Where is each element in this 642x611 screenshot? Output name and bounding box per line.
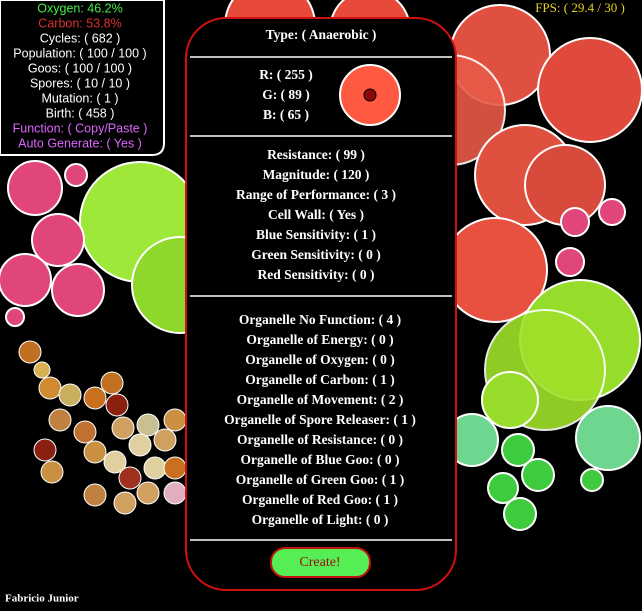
create-button[interactable] <box>270 547 371 578</box>
panel-frame <box>185 17 457 591</box>
goos: Goos: ( 100 / 100 ) <box>28 61 132 75</box>
mutation: Mutation: ( 1 ) <box>41 91 118 105</box>
create-button-label[interactable]: Create! <box>299 555 340 570</box>
organelle: Organelle of Light: ( 0 ) <box>252 512 389 527</box>
property: Cell Wall: ( Yes ) <box>268 207 364 222</box>
carbon: Carbon: 53.8% <box>38 16 121 30</box>
organelle: Organelle of Resistance: ( 0 ) <box>237 432 403 447</box>
organelle: Organelle of Movement: ( 2 ) <box>237 392 404 407</box>
auto-generate[interactable]: Auto Generate: ( Yes ) <box>18 136 142 150</box>
function[interactable]: Function: ( Copy/Paste ) <box>13 121 148 135</box>
property: Magnitude: ( 120 ) <box>263 167 370 182</box>
footer: Fabricio Junior <box>5 593 79 605</box>
stats-box: Oxygen: 46.2% Carbon: 53.8% Cycles: ( 68… <box>0 0 165 156</box>
organelle: Organelle of Red Goo: ( 1 ) <box>242 492 398 507</box>
property: Range of Performance: ( 3 ) <box>236 187 396 202</box>
organelle: Organelle of Spore Releaser: ( 1 ) <box>224 412 416 427</box>
cell-type: Type: ( Anaerobic ) <box>266 27 377 42</box>
property: Red Sensitivity: ( 0 ) <box>258 267 375 282</box>
spores: Spores: ( 10 / 10 ) <box>30 76 130 90</box>
oxygen: Oxygen: 46.2% <box>37 1 122 15</box>
property: Resistance: ( 99 ) <box>267 147 365 162</box>
organelle: Organelle No Function: ( 4 ) <box>239 312 401 327</box>
organelle: Organelle of Blue Goo: ( 0 ) <box>241 452 400 467</box>
preview-nucleus <box>363 88 377 102</box>
cycles: Cycles: ( 682 ) <box>40 31 121 45</box>
rgb-value: B: ( 65 ) <box>263 107 309 122</box>
organelle: Organelle of Carbon: ( 1 ) <box>245 372 395 387</box>
property: Blue Sensitivity: ( 1 ) <box>256 227 376 242</box>
rgb-value: R: ( 255 ) <box>259 67 313 82</box>
background-spores <box>18 340 187 515</box>
birth: Birth: ( 458 ) <box>46 106 115 120</box>
fps: FPS: ( 29.4 / 30 ) <box>535 0 625 15</box>
organelle: Organelle of Green Goo: ( 1 ) <box>236 472 404 487</box>
organelle: Organelle of Oxygen: ( 0 ) <box>245 352 395 367</box>
property: Green Sensitivity: ( 0 ) <box>251 247 380 262</box>
rgb-value: G: ( 89 ) <box>262 87 310 102</box>
stats-frame <box>0 0 165 156</box>
population: Population: ( 100 / 100 ) <box>13 46 146 60</box>
cell-panel: Type: ( Anaerobic ) Create! R: ( 255 ) G:… <box>185 17 457 591</box>
organelle: Organelle of Energy: ( 0 ) <box>246 332 393 347</box>
